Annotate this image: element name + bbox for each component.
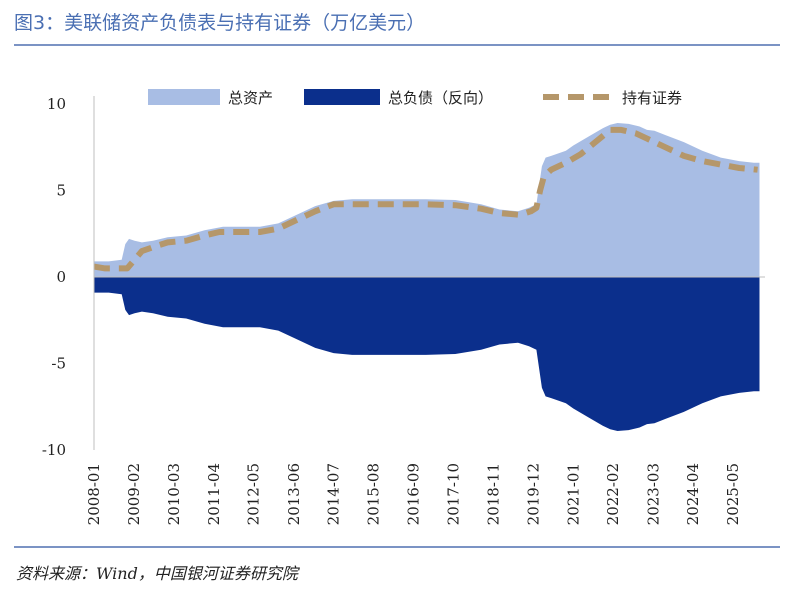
title-underline xyxy=(14,44,780,46)
y-tick-label: 5 xyxy=(56,182,66,200)
legend-label-total-liabilities: 总负债（反向） xyxy=(388,89,493,107)
plot-area: 10 5 0 -5 -10 2008-01 2009-02 2010-03 2011-04 201… xyxy=(42,95,765,525)
legend-label-total-assets: 总资产 xyxy=(228,89,273,107)
x-tick-label: 2012-05 xyxy=(245,463,263,525)
x-tick-label: 2018-11 xyxy=(484,463,502,525)
x-tick-label: 2023-03 xyxy=(644,463,662,525)
x-tick-label: 2011-04 xyxy=(205,463,223,525)
y-tick-label: 10 xyxy=(47,95,66,113)
x-tick-label: 2010-03 xyxy=(165,463,183,525)
figure-title: 图3：美联储资产负债表与持有证券（万亿美元） xyxy=(14,12,426,34)
x-tick-label: 2013-06 xyxy=(285,463,303,525)
x-tick-label: 2024-04 xyxy=(684,463,702,525)
x-tick-label: 2009-02 xyxy=(125,463,143,525)
x-tick-label: 2019-12 xyxy=(525,463,543,525)
x-tick-label: 2021-01 xyxy=(564,463,582,525)
x-tick-label: 2017-10 xyxy=(445,463,463,525)
x-tick-label: 2008-01 xyxy=(85,463,103,525)
y-tick-label: 0 xyxy=(56,268,66,286)
legend-label-securities: 持有证券 xyxy=(622,89,682,107)
x-tick-label: 2022-02 xyxy=(604,463,622,525)
series-area-total-assets xyxy=(94,123,760,277)
legend-swatch-total-assets xyxy=(148,89,220,105)
y-tick-label: -10 xyxy=(42,441,66,459)
legend: 总资产 总负债（反向） 持有证券 xyxy=(148,89,682,107)
x-tick-label: 2015-08 xyxy=(365,463,383,525)
series-area-total-liabilities xyxy=(94,277,760,431)
x-tick-label: 2016-09 xyxy=(405,463,423,525)
x-tick-label: 2025-05 xyxy=(724,463,742,525)
source-note: 资料来源：Wind，中国银河证券研究院 xyxy=(16,564,298,583)
y-tick-label: -5 xyxy=(51,355,66,373)
bottom-divider xyxy=(14,546,780,548)
x-tick-label: 2014-07 xyxy=(325,463,343,525)
legend-swatch-total-liabilities xyxy=(304,89,380,105)
series-line-securities xyxy=(93,126,758,272)
